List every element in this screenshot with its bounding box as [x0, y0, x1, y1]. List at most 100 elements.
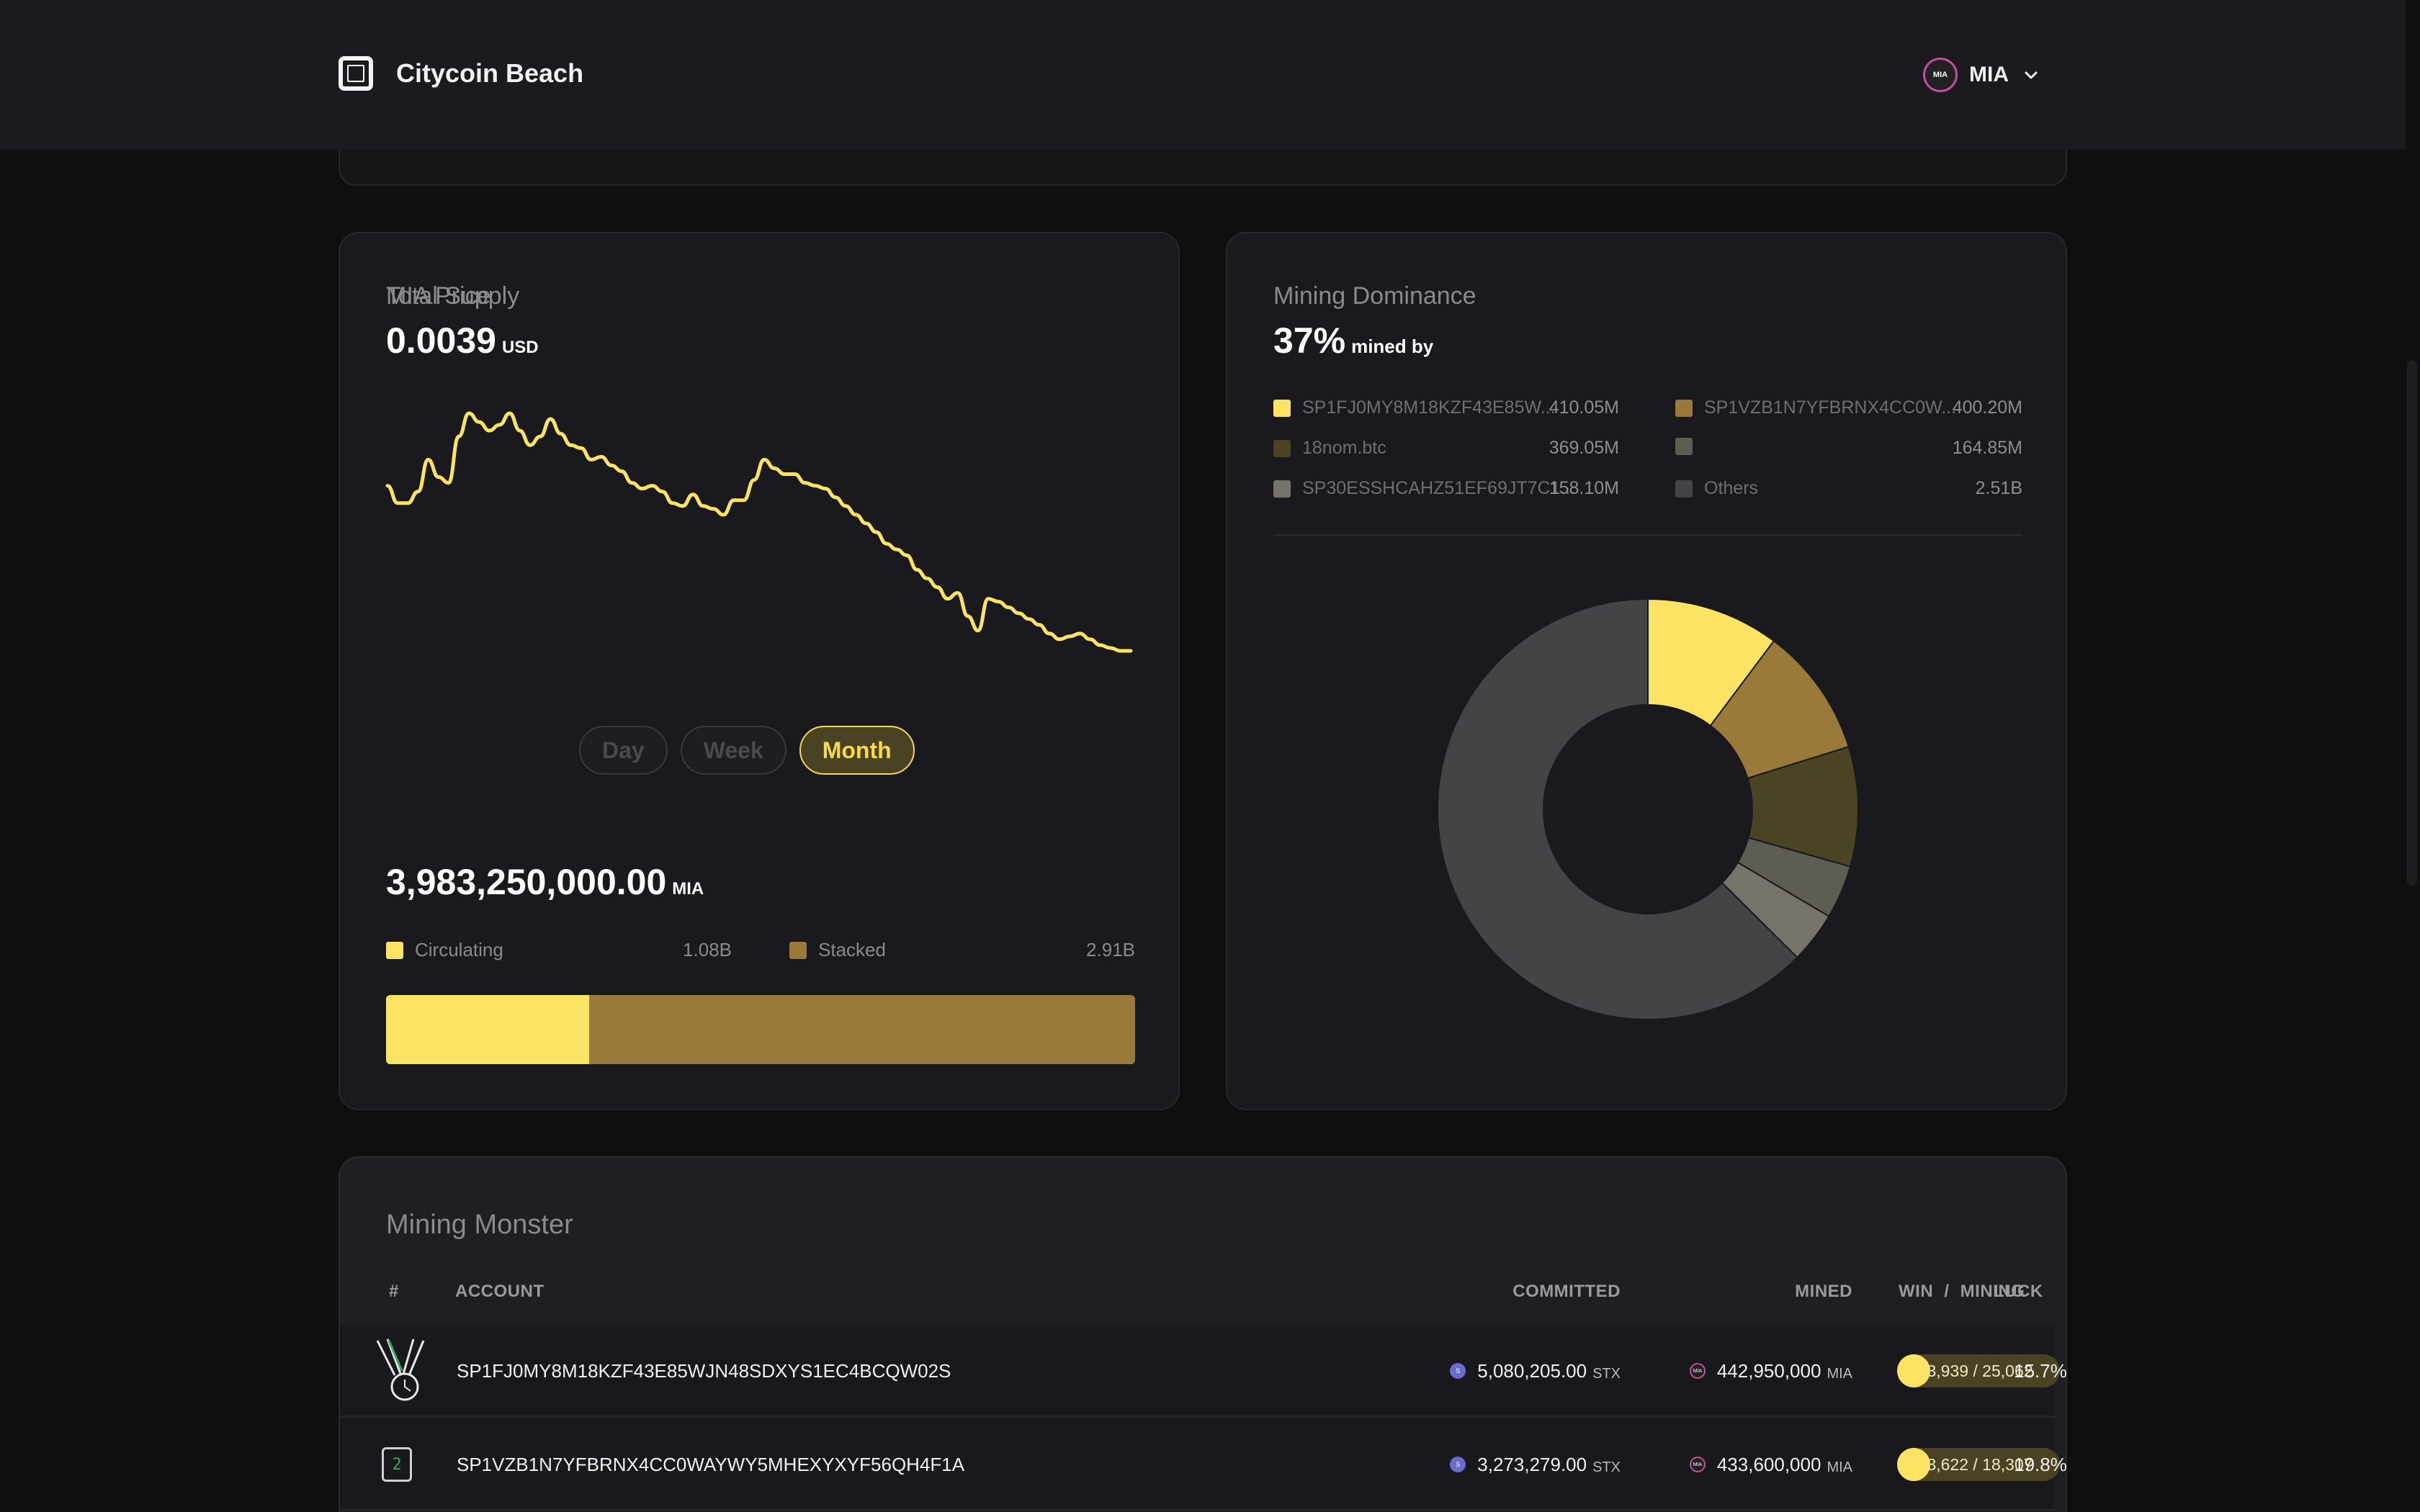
brand-name: Citycoin Beach — [396, 58, 584, 88]
legend-circulating: Circulating — [386, 939, 503, 961]
win-mining-pill: 3,939 / 25,062 — [1897, 1354, 2060, 1387]
circulating-value: 1.08B — [683, 939, 732, 960]
dominance-percent: 37% — [1273, 320, 1346, 361]
circulating-swatch — [386, 941, 403, 959]
miner-swatch — [1675, 438, 1693, 455]
brand[interactable]: Citycoin Beach — [339, 56, 583, 91]
win-mining-pill: 3,622 / 18,307 — [1897, 1448, 2060, 1481]
range-day-button[interactable]: Day — [579, 726, 668, 775]
miner-swatch — [1273, 439, 1291, 457]
chevron-down-icon — [2025, 71, 2038, 79]
total-supply-value: 3,983,250,000.00 — [386, 862, 667, 902]
total-supply-row: 3,983,250,000.00 MIA — [386, 861, 704, 903]
circulating-label: Circulating — [415, 939, 503, 960]
win-mining-cell: 3,939 / 25,062 — [1897, 1325, 2060, 1417]
col-slash: / — [1944, 1282, 1950, 1301]
dominance-donut-chart — [1437, 598, 1859, 1020]
rank-badge: 2 — [382, 1447, 412, 1482]
legend-stacked: Stacked — [789, 939, 886, 961]
supply-bar — [386, 995, 1135, 1064]
col-luck: LUCK — [1994, 1282, 2043, 1301]
supply-legend: Circulating 1.08B Stacked 2.91B — [386, 939, 1135, 963]
col-win: WIN — [1899, 1282, 1934, 1301]
mia-coin-icon: MIA — [1923, 58, 1958, 92]
win-mining-cell: 3,622 / 18,307 — [1897, 1418, 2060, 1511]
miner-legend-item: SP1FJ0MY8M18KZF43E85W... — [1273, 397, 1556, 418]
table-row[interactable]: 2 SP1VZB1N7YFBRNX4CC0WAYWY5MHEXYXYF56QH4… — [340, 1418, 2067, 1511]
price-value-row: 0.0039 USD — [386, 320, 539, 361]
miner-name: 18nom.btc — [1302, 438, 1386, 458]
mined-cell: MIA 433,600,000 MIA — [1665, 1418, 1852, 1511]
price-label: MIA Price — [386, 282, 491, 310]
total-supply-label: Total Supply — [386, 282, 520, 310]
miner-name: Others — [1704, 478, 1759, 498]
mining-monster-card: Mining Monster # ACCOUNT COMMITTED MINED… — [339, 1156, 2067, 1512]
range-month-button[interactable]: Month — [799, 726, 915, 775]
account-address[interactable]: SP1VZB1N7YFBRNX4CC0WAYWY5MHEXYXYF56QH4F1… — [457, 1453, 965, 1475]
mined-by-label: mined by — [1351, 336, 1434, 357]
win-mining-value: 3,622 / 18,307 — [1927, 1454, 2033, 1474]
win-mining-value: 3,939 / 25,062 — [1927, 1361, 2033, 1380]
committed-unit: STX — [1592, 1459, 1621, 1475]
win-indicator — [1897, 1448, 1930, 1481]
mia-coin-icon: MIA — [1689, 1457, 1706, 1472]
col-mining: MINING — [1960, 1282, 2025, 1301]
miner-legend-item — [1675, 438, 1704, 455]
stacked-value: 2.91B — [1086, 939, 1135, 960]
dominance-value-row: 37% mined by — [1273, 320, 1433, 361]
page-scrollbar[interactable] — [2407, 360, 2417, 886]
mined-unit: MIA — [1827, 1365, 1852, 1382]
miner-value: 410.05M — [1549, 397, 1619, 418]
legend-divider — [1273, 534, 2022, 536]
donut-slice-5[interactable] — [1437, 598, 1798, 1020]
stx-coin-icon: S — [1450, 1457, 1466, 1472]
miner-legend: SP1FJ0MY8M18KZF43E85W... 410.05M SP1VZB1… — [1273, 397, 2022, 527]
mined-unit: MIA — [1827, 1459, 1852, 1475]
stx-coin-icon: S — [1450, 1363, 1466, 1379]
miner-swatch — [1273, 399, 1291, 417]
range-selector: Day Week Month — [579, 726, 915, 775]
col-committed: COMMITTED — [1512, 1282, 1621, 1301]
miner-name: SP30ESSHCAHZ51EF69JT7C1... — [1302, 478, 1576, 498]
col-rank: # — [389, 1282, 399, 1301]
col-account: ACCOUNT — [455, 1282, 544, 1301]
mining-dominance-card: Mining Dominance 37% mined by SP1FJ0MY8M… — [1226, 232, 2067, 1110]
supply-bar-stacked — [588, 995, 1135, 1064]
mined-value: 433,600,000 — [1716, 1453, 1821, 1475]
miner-legend-item: SP30ESSHCAHZ51EF69JT7C1... — [1273, 478, 1575, 499]
col-win-mining: WIN / MINING — [1899, 1282, 2025, 1302]
committed-cell: S 3,273,279.00 STX — [1291, 1418, 1621, 1511]
miner-value: 164.85M — [1952, 438, 2022, 458]
stacked-label: Stacked — [818, 939, 886, 960]
price-unit: USD — [501, 338, 539, 357]
table-row[interactable]: SP1FJ0MY8M18KZF43E85WJN48SDXYS1EC4BCQW02… — [340, 1325, 2067, 1417]
committed-unit: STX — [1592, 1365, 1621, 1382]
range-week-button[interactable]: Week — [680, 726, 786, 775]
miner-legend-item: Others — [1675, 478, 1758, 499]
miner-value: 369.05M — [1549, 438, 1619, 458]
luck-value: 15.7% — [2014, 1359, 2067, 1382]
stacked-swatch — [789, 941, 807, 959]
mining-monster-title: Mining Monster — [386, 1210, 573, 1240]
total-supply-unit: MIA — [672, 879, 704, 899]
committed-cell: S 5,080,205.00 STX — [1291, 1325, 1621, 1417]
city-selector-label: MIA — [1969, 63, 2009, 86]
price-value: 0.0039 — [386, 320, 496, 361]
miner-swatch — [1675, 399, 1693, 417]
top-header: Citycoin Beach MIA MIA — [0, 0, 2406, 150]
medal-icon — [376, 1338, 425, 1401]
account-address[interactable]: SP1FJ0MY8M18KZF43E85WJN48SDXYS1EC4BCQW02… — [457, 1359, 951, 1382]
price-card: MIA Price 0.0039 USD Day Week Month Tota… — [339, 232, 1180, 1110]
mined-cell: MIA 442,950,000 MIA — [1665, 1325, 1852, 1417]
miner-name: SP1VZB1N7YFBRNX4CC0W... — [1704, 397, 1957, 418]
miner-value: 400.20M — [1952, 397, 2022, 418]
miner-swatch — [1273, 480, 1291, 498]
supply-bar-circulating — [386, 995, 589, 1064]
committed-value: 3,273,279.00 — [1477, 1453, 1587, 1475]
city-selector[interactable]: MIA MIA — [1923, 58, 2039, 92]
price-chart — [385, 411, 1133, 653]
col-mined: MINED — [1795, 1282, 1852, 1301]
miner-value: 158.10M — [1549, 478, 1619, 498]
miner-legend-item: SP1VZB1N7YFBRNX4CC0W... — [1675, 397, 1956, 418]
mined-value: 442,950,000 — [1716, 1359, 1821, 1382]
